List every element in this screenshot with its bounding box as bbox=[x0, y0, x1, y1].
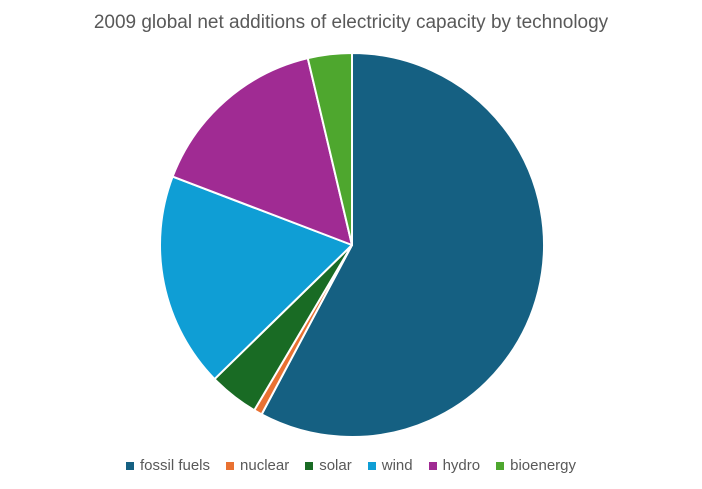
chart-title: 2009 global net additions of electricity… bbox=[93, 12, 609, 33]
legend-item-bioenergy: bioenergy bbox=[496, 457, 576, 474]
legend-item-wind: wind bbox=[367, 457, 413, 474]
legend-label: bioenergy bbox=[510, 457, 577, 474]
legend-item-fossil-fuels: fossil fuels bbox=[125, 457, 211, 474]
legend-swatch bbox=[125, 461, 134, 470]
legend-swatch bbox=[428, 461, 437, 470]
legend-swatch bbox=[305, 461, 314, 470]
legend: fossil fuels nuclear solar wind hydro bioener… bbox=[0, 457, 702, 474]
legend-label: wind bbox=[381, 457, 413, 474]
pie-slice-hydro bbox=[171, 57, 353, 246]
legend-swatch bbox=[226, 461, 235, 470]
pie-slice-bioenergy bbox=[306, 52, 353, 246]
legend-swatch bbox=[367, 461, 376, 470]
legend-item-hydro: hydro bbox=[428, 457, 481, 474]
legend-item-nuclear: nuclear bbox=[226, 457, 289, 474]
legend-label: nuclear bbox=[240, 457, 290, 474]
legend-label: solar bbox=[319, 457, 352, 474]
pie-slice-fossil-fuels bbox=[260, 52, 545, 438]
legend-item-solar: solar bbox=[305, 457, 352, 474]
legend-label: hydro bbox=[442, 457, 481, 474]
legend-label: fossil fuels bbox=[139, 457, 211, 474]
legend-swatch bbox=[496, 461, 505, 470]
